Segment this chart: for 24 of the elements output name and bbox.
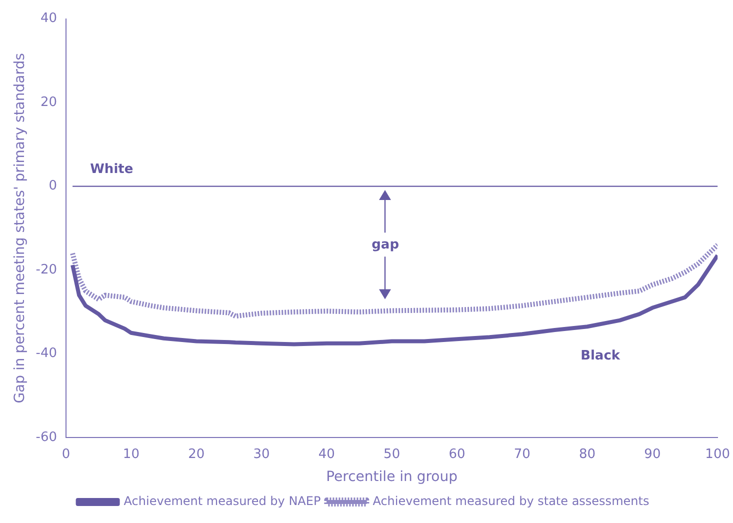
- legend-label: Achievement measured by NAEP: [124, 494, 321, 508]
- x-axis-title: Percentile in group: [326, 469, 458, 486]
- annotation: Black: [580, 348, 620, 364]
- x-tick-label: 20: [188, 446, 205, 462]
- x-tick-label: 60: [448, 446, 466, 462]
- y-tick-label: 40: [40, 11, 58, 26]
- y-axis-title: Gap in percent meeting states' primary standards: [12, 53, 28, 404]
- x-tick-label: 50: [384, 446, 400, 462]
- annotation: gap: [372, 237, 399, 252]
- x-tick-label: 90: [644, 446, 661, 462]
- x-tick-label: 70: [514, 446, 530, 462]
- x-tick-label: 80: [579, 446, 596, 462]
- x-tick-label: 100: [705, 446, 730, 462]
- y-tick-label: 0: [48, 178, 58, 194]
- x-tick-label: 40: [318, 446, 335, 462]
- x-tick-label: 30: [253, 446, 270, 462]
- y-tick-label: -40: [36, 346, 58, 362]
- x-tick-label: 10: [122, 446, 140, 462]
- x-tick-label: 0: [62, 446, 70, 462]
- y-tick-label: -60: [36, 430, 58, 445]
- y-tick-label: -20: [36, 262, 58, 278]
- legend-label: Achievement measured by state assessments: [372, 494, 650, 508]
- y-tick-label: 20: [40, 94, 58, 110]
- annotation: White: [90, 162, 134, 177]
